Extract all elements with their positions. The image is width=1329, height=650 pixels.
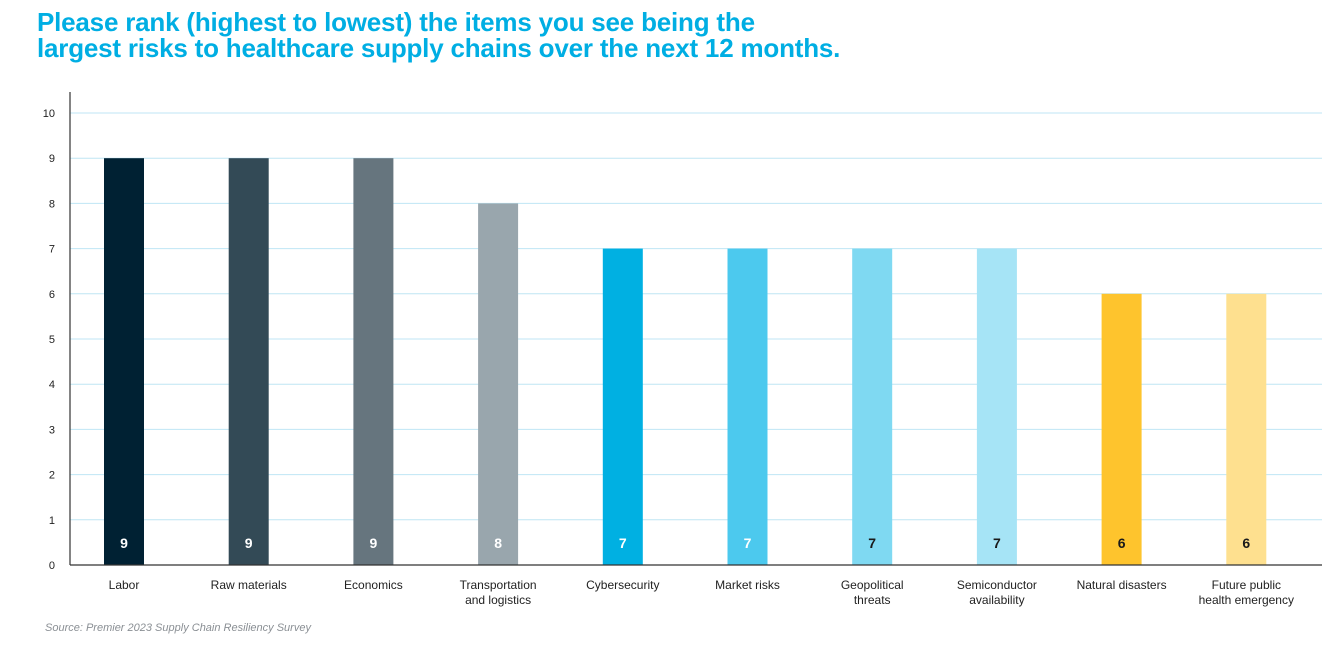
y-tick-label: 3: [49, 424, 55, 436]
y-tick-label: 6: [49, 289, 55, 301]
y-tick-label: 0: [49, 560, 55, 572]
x-category-label-line: Economics: [344, 578, 403, 592]
y-tick-label: 7: [49, 244, 55, 256]
x-category-label: Natural disasters: [1077, 578, 1167, 592]
bar-value-label: 7: [993, 535, 1001, 551]
x-category-label-line: health emergency: [1199, 593, 1294, 607]
source-note: Source: Premier 2023 Supply Chain Resili…: [45, 622, 311, 634]
y-tick-label: 1: [49, 515, 55, 527]
x-category-label-line: Natural disasters: [1077, 578, 1167, 592]
x-category-label-line: Geopolitical: [841, 578, 904, 592]
x-category-label-line: availability: [969, 593, 1024, 607]
bar-value-label: 9: [245, 535, 253, 551]
bar-value-label: 7: [619, 535, 627, 551]
x-category-label-line: Future public: [1212, 578, 1281, 592]
x-category-label-line: threats: [854, 593, 891, 607]
x-category-label-line: Market risks: [715, 578, 780, 592]
y-tick-label: 10: [43, 108, 55, 120]
bar: [228, 158, 269, 565]
bar: [353, 158, 394, 565]
bar: [478, 203, 519, 565]
bar-value-label: 9: [120, 535, 128, 551]
x-category-label-line: Labor: [109, 578, 140, 592]
x-category-label: Labor: [109, 578, 140, 592]
x-category-label: Economics: [344, 578, 403, 592]
bar: [602, 248, 643, 565]
y-tick-label: 4: [49, 379, 55, 391]
y-tick-label: 2: [49, 470, 55, 482]
bar: [852, 248, 893, 565]
y-tick-label: 5: [49, 334, 55, 346]
bar-value-label: 8: [494, 535, 502, 551]
bar-value-label: 6: [1242, 535, 1250, 551]
x-category-label: Raw materials: [211, 578, 287, 592]
bar-value-label: 6: [1118, 535, 1126, 551]
bar: [1226, 293, 1267, 565]
bar: [976, 248, 1017, 565]
x-category-label-line: Semiconductor: [957, 578, 1037, 592]
bar-value-label: 7: [744, 535, 752, 551]
x-category-label: Transportation and logistics: [460, 578, 537, 607]
chart-title: Please rank (highest to lowest) the item…: [37, 9, 1037, 61]
chart-title-line-1: Please rank (highest to lowest) the item…: [37, 7, 755, 37]
bar-value-label: 7: [868, 535, 876, 551]
x-category-label-line: Transportation: [460, 578, 537, 592]
bar: [1101, 293, 1142, 565]
bar-value-label: 9: [370, 535, 378, 551]
bar: [727, 248, 768, 565]
bar: [104, 158, 144, 565]
y-tick-label: 8: [49, 198, 55, 210]
x-category-label: Cybersecurity: [586, 578, 659, 592]
x-category-label: Future public health emergency: [1199, 578, 1294, 607]
x-category-label: Market risks: [715, 578, 780, 592]
chart-title-line-2: largest risks to healthcare supply chain…: [37, 33, 841, 63]
x-category-label-line: Raw materials: [211, 578, 287, 592]
x-category-label: Semiconductor availability: [957, 578, 1037, 607]
y-tick-label: 9: [49, 153, 55, 165]
x-category-label-line: Cybersecurity: [586, 578, 659, 592]
x-category-label: Geopolitical threats: [841, 578, 904, 607]
x-category-label-line: and logistics: [465, 593, 531, 607]
